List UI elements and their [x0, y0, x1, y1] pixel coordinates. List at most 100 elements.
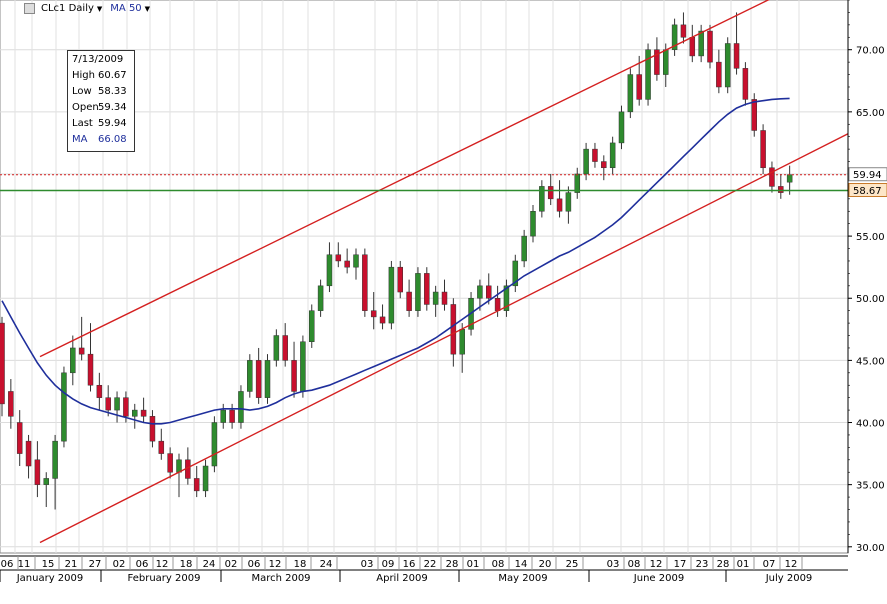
x-tick-label: 18: [180, 559, 193, 570]
candle: [450, 298, 457, 367]
candle: [140, 397, 147, 423]
candle-body: [220, 409, 226, 423]
tooltip-high-row: High 60.67: [72, 70, 132, 81]
candle-body: [671, 24, 678, 50]
candle: [96, 372, 103, 411]
candle-body: [645, 49, 651, 100]
tooltip-ma-row: MA 66.08: [72, 134, 132, 145]
candle-body: [0, 322, 5, 405]
candle-body: [229, 409, 235, 423]
x-month-label: April 2009: [376, 573, 427, 584]
x-month-label: January 2009: [16, 573, 84, 584]
candle: [43, 472, 49, 508]
candle-body: [636, 74, 642, 100]
candle: [530, 205, 536, 243]
candle-body: [592, 148, 598, 162]
grid: [0, 0, 849, 554]
x-tick-label: 06: [1, 559, 14, 570]
y-tick-label: 30.00: [856, 543, 885, 554]
upper-channel-line: [39, 0, 770, 358]
candle: [61, 366, 67, 448]
candle: [379, 304, 386, 330]
candle: [300, 335, 306, 398]
x-tick-label: 01: [467, 559, 480, 570]
x-tick-label: 09: [382, 559, 395, 570]
candle: [344, 248, 350, 274]
x-axis: 06 11 15 21 27 02 06 12 18 24 02 06 12 18 24 03 09 16 22 28…: [0, 555, 848, 604]
candle: [211, 416, 218, 473]
x-tick-label: 02: [113, 559, 126, 570]
candle-body: [778, 186, 784, 193]
candle: [202, 459, 209, 498]
candle-body: [87, 353, 94, 386]
x-tick-label: 28: [717, 559, 730, 570]
candle-body: [459, 329, 465, 355]
candle-body: [70, 347, 76, 374]
tooltip-open-value: 59.34: [98, 102, 127, 113]
candle: [618, 105, 625, 150]
candle-body: [211, 422, 218, 467]
candle-body: [247, 360, 253, 392]
x-tick-label: 12: [650, 559, 663, 570]
x-tick-label: 14: [515, 559, 528, 570]
tooltip-high-value: 60.67: [98, 70, 127, 81]
symbol-selector[interactable]: CLc1 Daily ▼: [24, 3, 102, 14]
tooltip-last-label: Last: [72, 118, 93, 129]
candle: [636, 55, 642, 106]
candle-body: [8, 391, 14, 417]
candle-body: [397, 266, 403, 293]
symbol-label: CLc1 Daily: [41, 3, 94, 14]
x-tick-label: 23: [696, 559, 709, 570]
last-price-label-box: [848, 167, 887, 182]
candle: [432, 285, 439, 317]
overlays: [0, 0, 849, 544]
candle: [362, 248, 368, 317]
x-tick-label: 24: [320, 559, 333, 570]
candle-body: [78, 347, 85, 355]
candle-body: [486, 285, 492, 299]
study-selector[interactable]: MA 50 ▼: [110, 3, 150, 14]
candle: [707, 24, 713, 69]
candle: [114, 391, 120, 423]
x-tick-label: 02: [225, 559, 238, 570]
candle-body: [43, 478, 49, 485]
candle: [565, 186, 572, 224]
candle-body: [601, 161, 607, 169]
candle: [406, 279, 412, 317]
x-tick-label: 28: [446, 559, 459, 570]
candle: [291, 341, 297, 398]
x-tick-label: 07: [763, 559, 776, 570]
candle: [583, 142, 589, 181]
candle-body: [583, 148, 589, 175]
x-tick-label: 15: [42, 559, 55, 570]
candle-body: [441, 291, 448, 305]
candle-body: [16, 422, 23, 454]
x-month-label: June 2009: [633, 573, 684, 584]
candle-body: [238, 391, 244, 423]
candle-body: [273, 335, 280, 361]
candle: [645, 43, 651, 106]
x-month-label: March 2009: [251, 573, 310, 584]
candle-body: [264, 360, 271, 398]
x-tick-label: 08: [492, 559, 505, 570]
x-tick-label: 03: [607, 559, 620, 570]
candle-body: [25, 440, 32, 467]
candle: [247, 354, 253, 398]
x-tick-label: 16: [403, 559, 416, 570]
moving-average-line: [1, 97, 790, 425]
x-tick-label: 12: [156, 559, 169, 570]
x-tick-label: 06: [248, 559, 261, 570]
candle-body: [769, 167, 775, 187]
candle-body: [627, 74, 634, 113]
candle: [282, 323, 288, 367]
candle-body: [132, 409, 138, 417]
tooltip-ma-value: 66.08: [98, 134, 127, 145]
candle-body: [618, 111, 625, 144]
candle-body: [344, 260, 350, 268]
candle-body: [326, 254, 333, 287]
plot-area: [0, 0, 849, 554]
candle: [78, 316, 85, 361]
candle: [52, 434, 58, 510]
